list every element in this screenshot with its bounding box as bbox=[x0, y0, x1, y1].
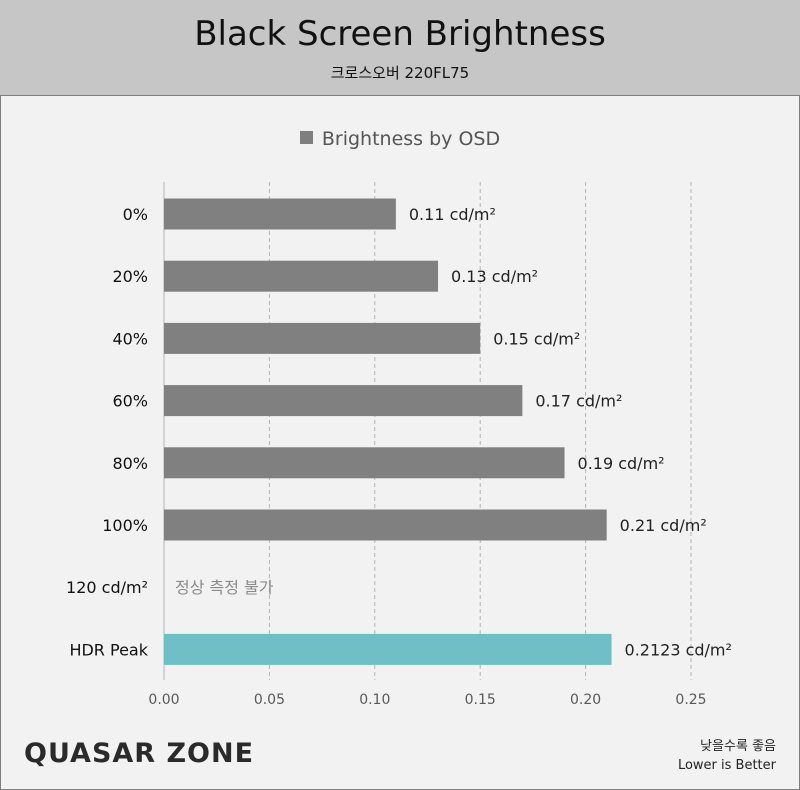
bar bbox=[164, 198, 396, 230]
data-label: 0.11 cd/m² bbox=[409, 205, 496, 224]
x-tick-label: 0.15 bbox=[465, 692, 496, 708]
note-english: Lower is Better bbox=[677, 758, 776, 773]
category-label: 80% bbox=[112, 454, 148, 473]
category-label: 40% bbox=[112, 329, 148, 348]
chart-title: Black Screen Brightness bbox=[194, 14, 606, 54]
note-korean: 낮을수록 좋음 bbox=[700, 739, 776, 754]
category-label: 120 cd/m² bbox=[66, 578, 148, 597]
x-tick-label: 0.20 bbox=[570, 692, 601, 708]
bar bbox=[164, 447, 565, 479]
category-label: HDR Peak bbox=[69, 640, 148, 659]
bar bbox=[164, 633, 612, 665]
bar bbox=[164, 385, 523, 417]
data-label-unavailable: 정상 측정 불가 bbox=[175, 578, 274, 597]
category-label: 20% bbox=[112, 267, 148, 286]
category-label: 60% bbox=[112, 392, 148, 411]
bar bbox=[164, 322, 481, 354]
legend-swatch bbox=[299, 131, 313, 144]
x-tick-label: 0.25 bbox=[675, 692, 706, 708]
data-label: 0.13 cd/m² bbox=[451, 267, 538, 286]
bar bbox=[164, 260, 439, 292]
quasarzone-logo: QUASAR ZONE bbox=[24, 738, 255, 769]
data-label: 0.2123 cd/m² bbox=[625, 640, 732, 659]
x-tick-label: 0.00 bbox=[148, 692, 179, 708]
bar bbox=[164, 509, 607, 541]
chart-header: Black Screen Brightness 크로스오버 220FL75 bbox=[0, 0, 800, 96]
legend-label: Brightness by OSD bbox=[321, 128, 501, 150]
x-tick-label: 0.05 bbox=[254, 692, 285, 708]
data-label: 0.15 cd/m² bbox=[493, 329, 580, 348]
category-label: 100% bbox=[102, 516, 148, 535]
footer-note: 낮을수록 좋음 Lower is Better bbox=[678, 737, 776, 775]
chart-subtitle: 크로스오버 220FL75 bbox=[330, 64, 470, 82]
category-label: 0% bbox=[123, 205, 148, 224]
x-tick-label: 0.10 bbox=[359, 692, 390, 708]
data-label: 0.19 cd/m² bbox=[578, 454, 665, 473]
chart-legend: Brightness by OSD bbox=[0, 128, 800, 150]
data-label: 0.17 cd/m² bbox=[535, 392, 622, 411]
data-label: 0.21 cd/m² bbox=[620, 516, 707, 535]
